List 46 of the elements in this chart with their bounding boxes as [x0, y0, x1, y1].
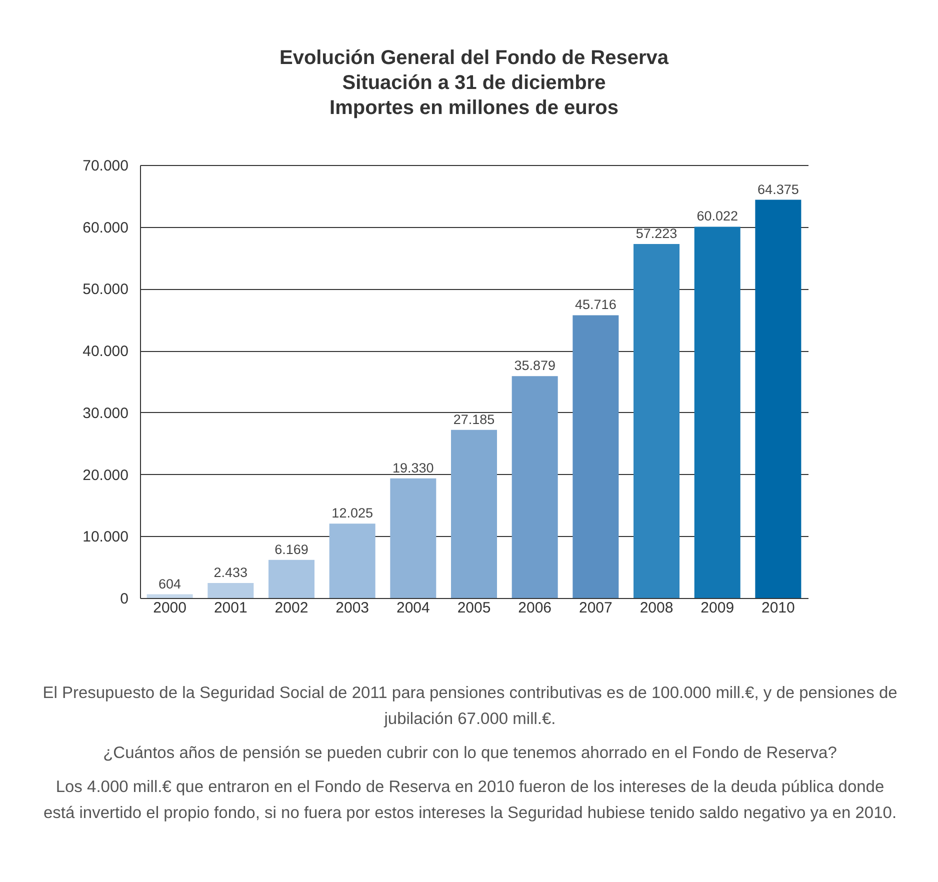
x-tick-label: 2003 [336, 600, 370, 616]
x-tick-label: 2005 [457, 600, 491, 616]
data-label: 2.433 [214, 564, 248, 580]
data-label: 60.022 [696, 208, 738, 224]
y-tick-label: 0 [120, 590, 128, 608]
x-tick-label: 2004 [396, 600, 430, 616]
y-tick-label: 60.000 [82, 219, 128, 236]
bar [390, 478, 436, 598]
bar [755, 200, 802, 598]
data-label: 35.879 [514, 358, 556, 374]
x-tick-label: 2009 [700, 600, 734, 616]
chart-title: Evolución General del Fondo de Reserva [280, 47, 670, 69]
bar [634, 244, 680, 598]
y-tick-label: 50.000 [82, 281, 128, 298]
bar [208, 582, 254, 598]
bar [572, 315, 619, 598]
text: El Presupuesto de la Seguridad Social de 2011 para pensiones contributivas es de 100.000 mill.€, y de pensiones de jubilación 67.000 mill.€. [42, 683, 898, 730]
y-tick-label: 30.000 [82, 404, 128, 422]
x-tick-label: 2000 [153, 600, 186, 616]
data-label: 19.330 [392, 460, 434, 476]
data-label: 604 [158, 576, 182, 592]
bar [512, 376, 558, 598]
y-tick-label: 70.000 [82, 158, 128, 174]
chart-subtitle: Situación a 31 de diciembre Importes en millones de euros [330, 72, 618, 119]
bar [694, 226, 740, 598]
x-tick-label: 2002 [274, 600, 308, 616]
x-tick-label: 2010 [762, 600, 795, 616]
data-label: 27.185 [453, 412, 495, 427]
bar [329, 524, 376, 598]
data-label: 64.375 [758, 182, 799, 197]
x-tick-label: 2006 [518, 600, 552, 616]
text: ¿Cuántos años de pensión se pueden cubrir con lo que tenemos ahorrado en el Fondo de Reserva? [102, 743, 838, 764]
data-label: 12.025 [332, 506, 373, 521]
x-tick-label: 2008 [640, 600, 674, 616]
x-tick-label: 2007 [578, 600, 612, 616]
data-label: 45.716 [575, 297, 616, 312]
y-tick-label: 40.000 [82, 343, 128, 360]
y-tick-label: 20.000 [82, 466, 128, 484]
bar [268, 560, 314, 598]
x-tick-label: 2001 [214, 600, 248, 616]
y-tick-label: 10.000 [82, 528, 128, 546]
text: Los 4.000 mill.€ que entraron en el Fondo de Reserva en 2010 fueron de los intereses de la deuda pública donde está invertido el propio fondo, si no fuera por estos intereses la Seguridad hubiese tenido saldo negativo ya en 2010. [42, 777, 898, 824]
data-label: 6.169 [274, 542, 308, 557]
bar [451, 430, 497, 598]
bar [146, 594, 193, 598]
data-label: 57.223 [636, 226, 678, 242]
